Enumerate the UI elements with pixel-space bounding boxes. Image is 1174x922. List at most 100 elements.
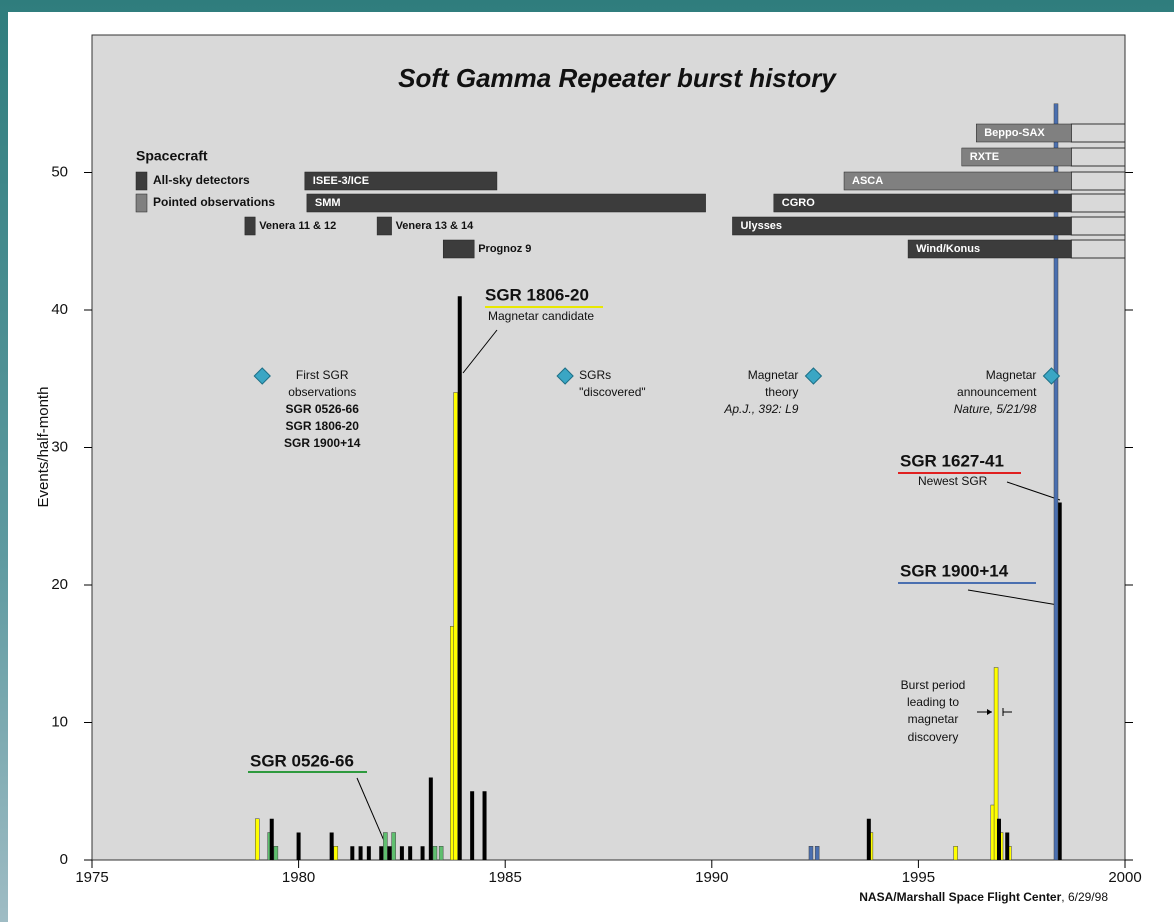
credit-date: , 6/29/98 [1061,890,1108,904]
marker-text: Ap.J., 392: L9 [723,402,798,416]
burst-bar [996,818,1001,860]
burst-bar [453,392,458,861]
y-tick-label: 40 [51,301,68,318]
mission-bar [961,147,1072,167]
event-marker [253,367,271,385]
event-marker [1042,367,1061,385]
mission-label: CGRO [782,197,815,209]
mission-bar [304,171,498,191]
mission-bar [773,193,1072,213]
leader-line [967,589,1059,606]
burst-bar [1053,103,1059,861]
burst-bar [358,846,363,860]
burst-bar [1005,832,1010,860]
burst-bar [329,832,334,860]
burst-bar [296,832,301,860]
mission-bar [843,171,1072,191]
marker-text: "discovered" [579,385,646,399]
burst-period-note: Burst period leading to magnetar discove… [901,678,1012,744]
event-marker [804,367,823,385]
x-tick-label: 2000 [1108,869,1141,886]
mission-label: Wind/Konus [916,243,980,255]
burst-bar [383,832,388,861]
x-tick-label: 1990 [695,869,728,886]
marker-text: announcement [957,385,1037,399]
mission-bar [907,239,1072,259]
annotation: magnetar [908,712,959,726]
burst-bar [808,846,814,861]
burst-bar [953,846,958,861]
x-tick-label: 1975 [75,869,108,886]
marker-text: Magnetar [986,368,1037,382]
mission-label: SMM [315,197,341,209]
credit: NASA/Marshall Space Flight Center, 6/29/… [859,890,1108,904]
mission-label: Prognoz 9 [478,243,531,255]
x-tick-label: 1995 [902,869,935,886]
burst-bar [399,846,404,860]
burst-bar [391,832,396,861]
burst-bar [420,846,425,860]
burst-bar [273,846,279,861]
burst-bar [387,846,392,860]
mission-label: Beppo-SAX [984,127,1045,139]
burst-bar [366,846,371,860]
y-tick-label: 20 [51,576,68,593]
marker-text: SGR 1806-20 [286,419,360,433]
marker-text: SGR 0526-66 [286,402,360,416]
y-tick-label: 50 [51,163,68,180]
burst-bar [866,818,871,860]
leader-line [356,777,386,844]
annotation: leading to [907,695,959,709]
arrow-head [987,709,992,715]
annotation: Burst period [901,678,966,692]
burst-bar [333,846,339,861]
leader-line [462,329,498,374]
burst-bar [269,818,274,860]
burst-bar [457,296,462,860]
burst-bar [255,818,260,861]
legend-label: Pointed observations [153,195,275,209]
annotation: SGR 1627-41 [900,451,1004,470]
mission-label: ISEE-3/ICE [313,175,369,187]
mission-bar [732,216,1072,236]
y-axis-label: Events/half-month [35,387,52,508]
mission-label: Ulysses [740,220,782,232]
marker-text: theory [765,385,798,399]
y-tick-label: 0 [60,851,68,868]
legend-title: Spacecraft [136,148,208,164]
marker-text: SGRs [579,368,611,382]
legend-swatch [135,193,148,213]
annotation: SGR 0526-66 [250,751,354,770]
burst-bar [482,791,487,860]
mission-bar [975,123,1072,143]
x-tick-label: 1985 [489,869,522,886]
burst-bar [408,846,413,860]
x-tick-label: 1980 [282,869,315,886]
legend-label: All-sky detectors [153,173,250,187]
y-tick-label: 10 [51,713,68,730]
legend-swatch [135,171,148,191]
mission-label: Venera 13 & 14 [396,220,475,232]
annotation: Newest SGR [918,474,988,488]
annotation: discovery [908,730,959,744]
burst-bar [993,667,999,861]
event-marker [556,367,574,385]
marker-text: observations [288,385,356,399]
annotation: SGR 1900+14 [900,561,1009,580]
mission-bar [244,216,256,236]
leader-line [1006,481,1061,501]
burst-bar [432,846,438,861]
marker-text: First SGR [296,368,349,382]
marker-text: SGR 1900+14 [284,436,361,450]
burst-bar [1057,502,1062,860]
burst-bar [470,791,475,860]
annotation: SGR 1806-20 [485,285,589,304]
mission-bar [306,193,706,213]
mission-label: Venera 11 & 12 [259,220,336,232]
marker-text: Nature, 5/21/98 [954,402,1037,416]
burst-bar [428,777,433,860]
mission-bar [442,239,475,259]
burst-bar [814,846,820,861]
